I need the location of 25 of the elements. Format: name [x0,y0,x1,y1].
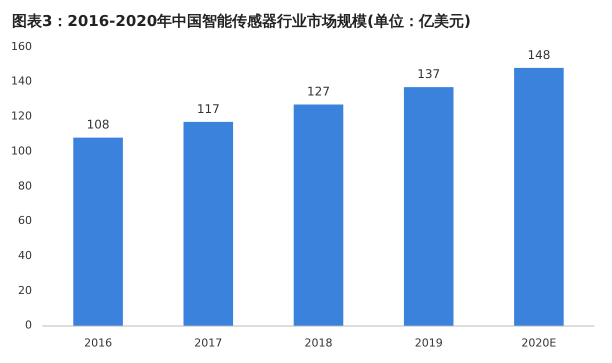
y-tick-label: 120 [10,110,32,123]
y-tick-label: 160 [10,40,32,53]
y-tick-label: 100 [10,144,32,158]
y-tick-label: 40 [18,248,32,262]
data-label: 148 [527,48,550,62]
data-label: 127 [307,84,330,99]
x-tick-label: 2017 [194,336,222,350]
chart-title: 图表3：2016-2020年中国智能传感器行业市场规模(单位：亿美元) [11,11,472,32]
y-tick-label: 140 [10,74,32,88]
x-tick-label: 2018 [304,336,332,350]
bar [404,87,454,326]
data-label: 108 [86,118,110,132]
y-tick-label: 60 [18,214,32,228]
bar [184,122,234,326]
x-tick-label: 2020E [521,336,556,350]
y-tick-label: 80 [18,179,32,192]
data-label: 137 [417,67,440,82]
bar [514,68,564,326]
x-tick-label: 2016 [84,336,112,350]
y-tick-label: 20 [18,284,32,297]
data-label: 117 [196,102,220,116]
y-tick-label: 0 [24,318,32,332]
bar [294,104,344,326]
x-tick-label: 2019 [414,336,443,350]
bar [73,138,123,326]
